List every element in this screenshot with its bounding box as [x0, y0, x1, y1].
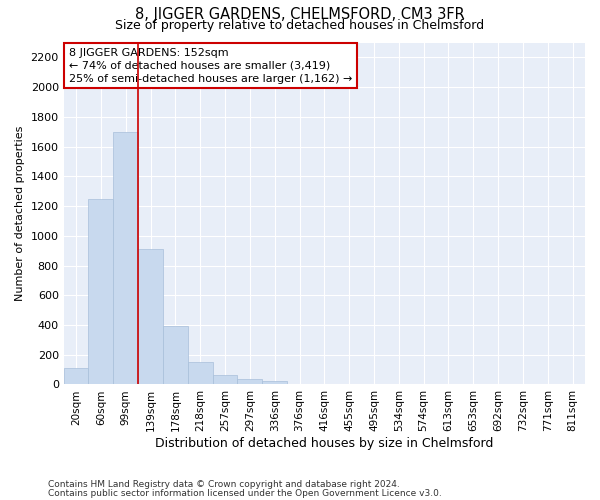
Text: 8 JIGGER GARDENS: 152sqm
← 74% of detached houses are smaller (3,419)
25% of sem: 8 JIGGER GARDENS: 152sqm ← 74% of detach…: [69, 48, 352, 84]
Bar: [212, 375, 238, 384]
Bar: [163, 326, 188, 384]
Bar: [188, 362, 212, 384]
Text: Contains public sector information licensed under the Open Government Licence v3: Contains public sector information licen…: [48, 488, 442, 498]
Bar: [238, 380, 262, 384]
Bar: [262, 380, 287, 384]
X-axis label: Distribution of detached houses by size in Chelmsford: Distribution of detached houses by size …: [155, 437, 494, 450]
Text: Size of property relative to detached houses in Chelmsford: Size of property relative to detached ho…: [115, 18, 485, 32]
Text: Contains HM Land Registry data © Crown copyright and database right 2024.: Contains HM Land Registry data © Crown c…: [48, 480, 400, 489]
Y-axis label: Number of detached properties: Number of detached properties: [15, 126, 25, 301]
Text: 8, JIGGER GARDENS, CHELMSFORD, CM3 3FR: 8, JIGGER GARDENS, CHELMSFORD, CM3 3FR: [135, 8, 465, 22]
Bar: [88, 198, 113, 384]
Bar: [113, 132, 138, 384]
Bar: [64, 368, 88, 384]
Bar: [138, 249, 163, 384]
